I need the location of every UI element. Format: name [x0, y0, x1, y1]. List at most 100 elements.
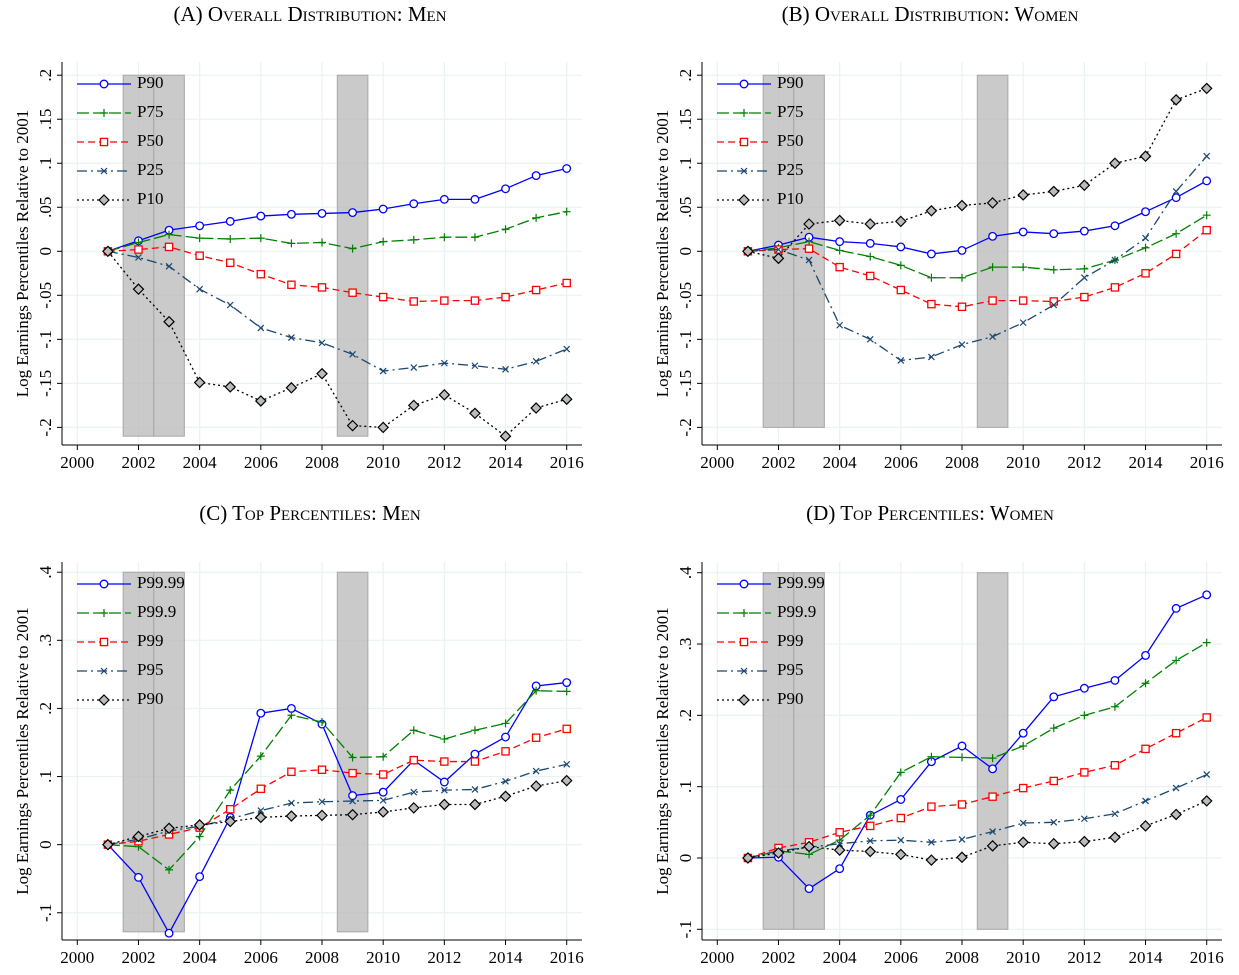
marker	[1141, 207, 1150, 217]
marker	[1142, 234, 1149, 242]
marker	[1049, 265, 1058, 274]
marker	[501, 184, 510, 194]
marker	[1080, 815, 1088, 823]
x-tick-label: 2016	[1190, 453, 1224, 472]
marker	[866, 837, 874, 845]
marker	[926, 249, 936, 259]
marker	[1050, 818, 1058, 826]
marker	[287, 711, 296, 720]
series-line	[747, 773, 1207, 859]
marker	[896, 813, 906, 823]
x-tick-label: 2012	[427, 948, 461, 967]
marker	[1049, 692, 1059, 702]
marker	[410, 364, 418, 371]
x-tick-label: 2008	[945, 948, 979, 967]
recession-band	[976, 572, 1009, 930]
marker	[1019, 742, 1028, 751]
series-line	[107, 167, 567, 252]
marker	[562, 724, 571, 734]
marker	[1142, 797, 1149, 805]
marker	[499, 790, 512, 803]
marker	[195, 234, 204, 243]
marker	[956, 851, 968, 864]
y-tick-label: .05	[676, 197, 695, 218]
marker	[1203, 771, 1211, 778]
marker	[440, 757, 449, 766]
y-tick-label: .4	[36, 565, 55, 578]
recession-band	[976, 74, 1009, 428]
panel-title: (A) Overall Distribution: Men	[173, 2, 446, 26]
marker	[1110, 761, 1120, 770]
marker	[1202, 225, 1211, 235]
marker	[225, 804, 235, 814]
marker	[1019, 263, 1028, 272]
marker	[257, 324, 265, 332]
legend-label: P99	[137, 631, 163, 650]
marker	[532, 357, 540, 365]
marker	[1170, 94, 1182, 106]
marker	[99, 79, 109, 89]
marker	[562, 278, 571, 288]
marker	[316, 367, 328, 380]
marker	[440, 296, 449, 305]
marker	[530, 402, 542, 414]
y-tick-label: .1	[676, 157, 695, 170]
marker	[165, 865, 174, 874]
series-line	[747, 642, 1208, 859]
marker	[864, 218, 877, 230]
x-tick-label: 2016	[1190, 948, 1224, 967]
marker	[256, 752, 265, 761]
marker	[1017, 189, 1030, 201]
legend-label: P95	[777, 660, 803, 679]
legend-label: P99	[777, 631, 803, 650]
marker	[562, 207, 571, 216]
marker	[1109, 157, 1121, 170]
marker	[1172, 188, 1180, 195]
legend-label: P90	[777, 689, 803, 708]
marker	[803, 218, 815, 230]
marker	[1080, 264, 1089, 273]
y-tick-label: -.1	[676, 920, 695, 938]
y-tick-label: 0	[36, 840, 55, 849]
marker	[225, 216, 235, 226]
marker	[318, 798, 326, 806]
marker	[438, 388, 451, 401]
marker	[317, 765, 327, 774]
marker	[956, 199, 968, 212]
marker	[440, 233, 449, 242]
marker	[958, 836, 966, 843]
panel: (D) Top Percentiles: Women Log Earnings P…	[653, 501, 1224, 967]
marker	[988, 231, 998, 241]
marker	[346, 419, 359, 432]
marker	[804, 244, 814, 253]
x-tick-label: 2002	[761, 948, 795, 967]
marker	[958, 753, 966, 762]
marker	[742, 852, 754, 864]
marker	[285, 810, 298, 822]
x-tick-label: 2012	[427, 453, 461, 472]
marker	[470, 749, 480, 759]
marker	[740, 667, 748, 675]
y-tick-label: .4	[676, 566, 695, 579]
marker	[532, 767, 540, 775]
marker	[501, 732, 510, 742]
marker	[897, 836, 905, 844]
marker	[739, 137, 749, 147]
y-tick-label: .15	[676, 109, 695, 130]
recession-band	[336, 74, 369, 437]
y-tick-label: -.1	[676, 330, 695, 348]
marker	[1110, 221, 1120, 231]
marker	[1141, 243, 1150, 252]
legend-label: P25	[137, 160, 163, 179]
marker	[348, 288, 357, 297]
marker	[835, 246, 844, 255]
marker	[1139, 820, 1152, 832]
recession-band	[122, 571, 155, 933]
marker	[409, 726, 418, 735]
legend-label: P99.99	[777, 573, 825, 592]
marker	[1019, 819, 1027, 827]
marker	[864, 845, 877, 858]
marker	[470, 233, 479, 242]
marker	[502, 777, 509, 785]
